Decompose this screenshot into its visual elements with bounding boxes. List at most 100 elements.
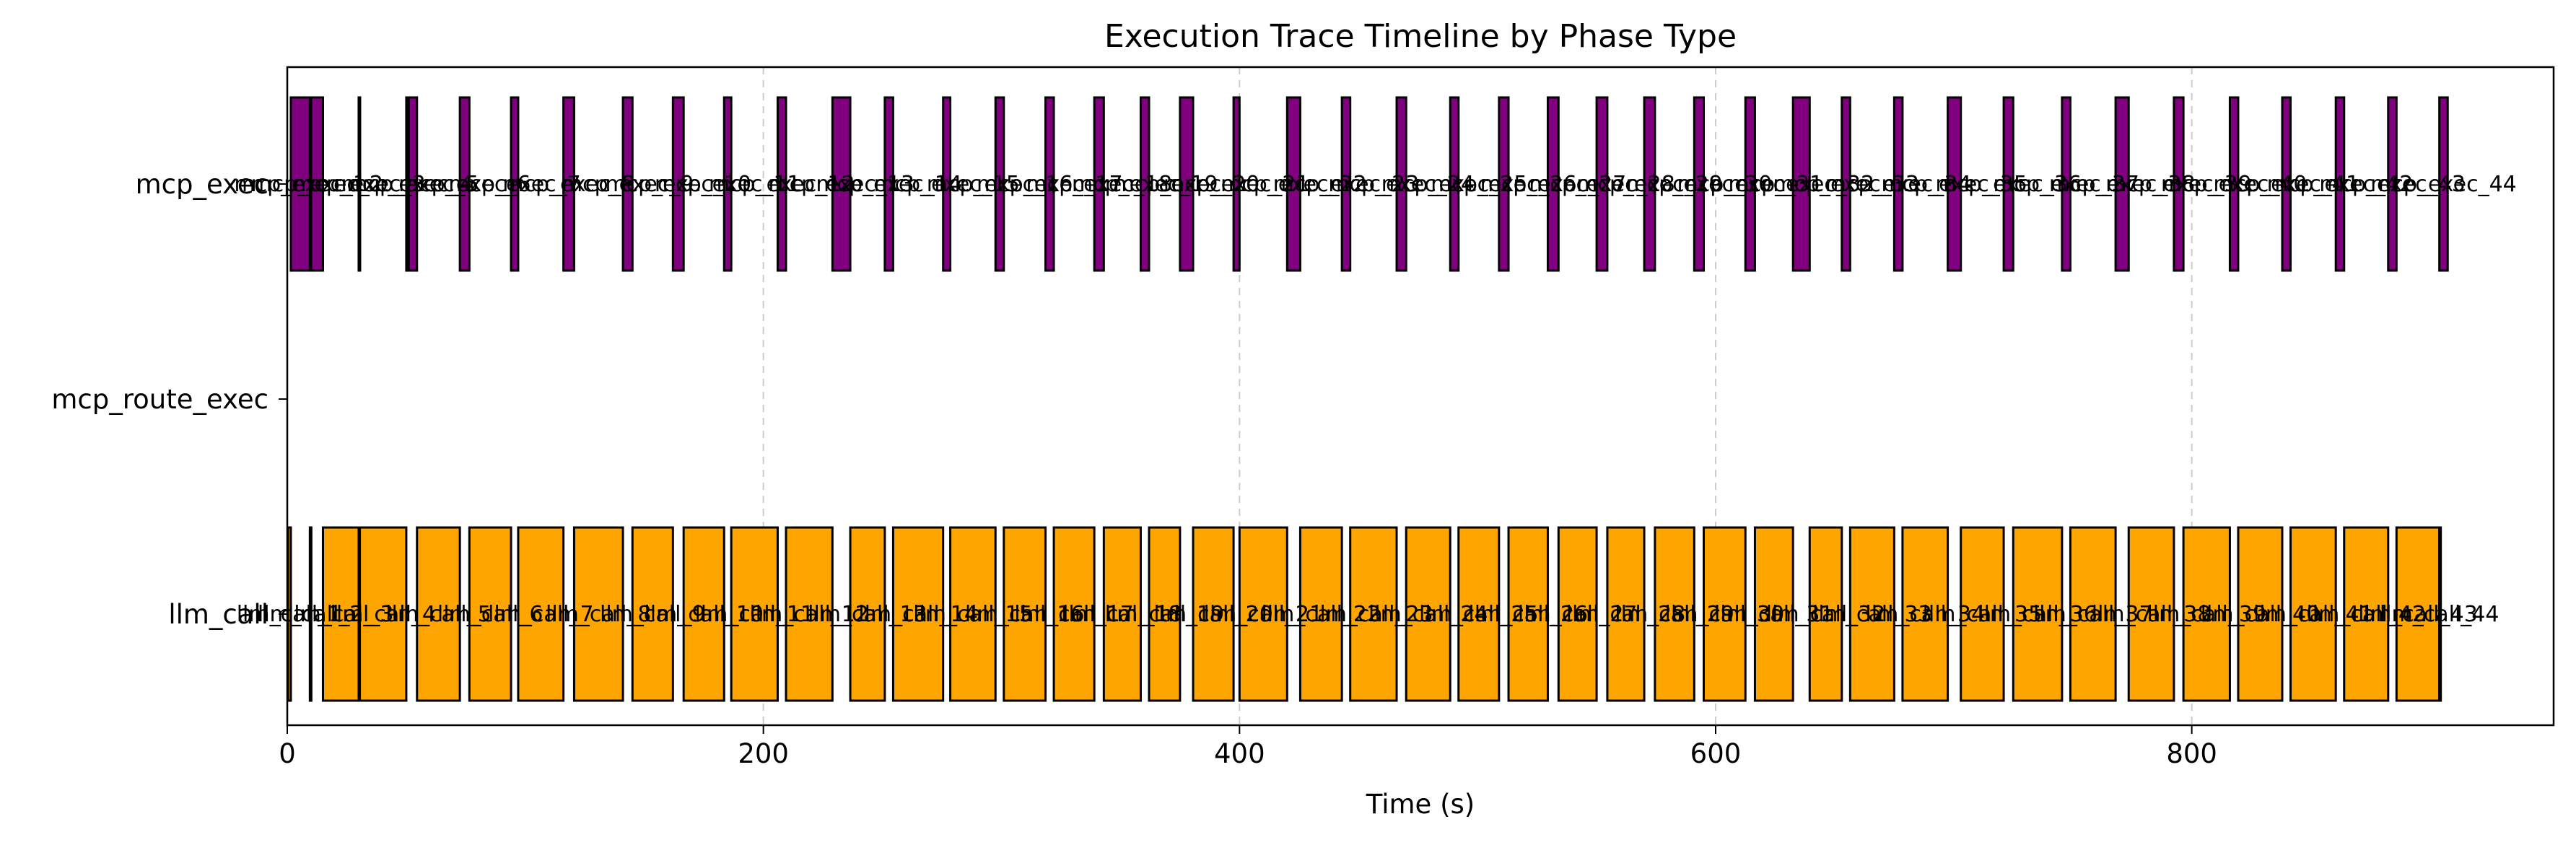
bar-label-mcp-exec-11: mcp_exec_11 xyxy=(655,172,801,197)
bar-label-mcp-exec-20: mcp_exec_20 xyxy=(1114,172,1260,197)
bar-label-mcp-exec-32: mcp_exec_32 xyxy=(1728,172,1874,197)
bar-label-mcp-exec-31: mcp_exec_31 xyxy=(1677,172,1823,197)
bar-label-llm-call-34: llm_call_34 xyxy=(1865,602,1985,627)
bar-llm-call-40 xyxy=(2237,526,2284,702)
bar-llm-call-35 xyxy=(1960,526,2005,702)
bar-label-llm-call-15: llm_call_15 xyxy=(913,602,1033,627)
bar-label-llm-call-44: llm_call_44 xyxy=(2380,602,2499,627)
bar-label-mcp-exec-26: mcp_exec_26 xyxy=(1431,172,1577,197)
bar-llm-call-12 xyxy=(785,526,834,702)
bar-label-llm-call-10: llm_call_10 xyxy=(644,602,764,627)
bar-mcp-exec-7 xyxy=(510,96,520,272)
bar-label-mcp-exec-23: mcp_exec_23 xyxy=(1273,172,1420,197)
bar-label-mcp-exec-41: mcp_exec_41 xyxy=(2213,172,2359,197)
bar-mcp-exec-19 xyxy=(1139,96,1151,272)
bar-label-mcp-exec-9: mcp_exec_9 xyxy=(562,172,694,197)
bar-label-llm-call-20: llm_call_20 xyxy=(1153,602,1273,627)
bar-mcp-exec-15 xyxy=(942,96,952,272)
bar-label-llm-call-37: llm_call_37 xyxy=(2033,602,2153,627)
bar-llm-call-25 xyxy=(1457,526,1501,702)
bar-label-mcp-exec-18: mcp_exec_18 xyxy=(1026,172,1172,197)
bar-label-llm-call-13: llm_call_13 xyxy=(808,602,927,627)
bar-llm-call-31 xyxy=(1753,526,1794,702)
bar-mcp-exec-5 xyxy=(407,96,419,272)
x-axis-label: Time (s) xyxy=(1366,789,1475,820)
bar-label-mcp-exec-44: mcp_exec_44 xyxy=(2370,172,2517,197)
bar-label-llm-call-27: llm_call_27 xyxy=(1518,602,1638,627)
bar-mcp-exec-28 xyxy=(1595,96,1609,272)
bar-label-llm-call-18: llm_call_18 xyxy=(1062,602,1182,627)
bar-label-llm-call-23: llm_call_23 xyxy=(1314,602,1433,627)
bar-label-mcp-exec-34: mcp_exec_34 xyxy=(1825,172,1972,197)
bar-label-mcp-exec-22: mcp_exec_22 xyxy=(1221,172,1367,197)
bar-label-llm-call-36: llm_call_36 xyxy=(1978,602,2097,627)
bar-label-llm-call-6: llm_call_6 xyxy=(437,602,543,627)
bar-mcp-exec-26 xyxy=(1498,96,1510,272)
bar-llm-call-36 xyxy=(2012,526,2064,702)
bar-mcp-exec-36 xyxy=(2002,96,2014,272)
bar-label-llm-call-32: llm_call_32 xyxy=(1766,602,1886,627)
bar-mcp-exec-43 xyxy=(2387,96,2398,272)
bar-label-llm-call-25: llm_call_25 xyxy=(1419,602,1539,627)
bar-label-mcp-exec-28: mcp_exec_28 xyxy=(1529,172,1675,197)
bars-layer xyxy=(287,96,2449,702)
bar-label-llm-call-11: llm_call_11 xyxy=(694,602,814,627)
bar-label-llm-call-30: llm_call_30 xyxy=(1665,602,1785,627)
bar-label-llm-call-2: llm_call_2 xyxy=(258,602,364,627)
bar-mcp-exec-1 xyxy=(289,96,311,272)
bar-llm-call-26 xyxy=(1507,526,1549,702)
y-axis: mcp_exec mcp_route_exec llm_call xyxy=(51,169,287,630)
bar-mcp-exec-20 xyxy=(1179,96,1195,272)
bar-label-llm-call-12: llm_call_12 xyxy=(749,602,869,627)
bar-llm-call-7 xyxy=(517,526,565,702)
bar-label-mcp-exec-16: mcp_exec_16 xyxy=(927,172,1073,197)
bar-mcp-exec-2 xyxy=(310,96,324,272)
bar-mcp-exec-22 xyxy=(1285,96,1301,272)
bar-llm-call-6 xyxy=(468,526,512,702)
bar-label-mcp-exec-27: mcp_exec_27 xyxy=(1480,172,1627,197)
bar-label-llm-call-24: llm_call_24 xyxy=(1368,602,1488,627)
bar-label-llm-call-35: llm_call_35 xyxy=(1923,602,2043,627)
bar-label-llm-call-33: llm_call_33 xyxy=(1812,602,1932,627)
bar-label-llm-call-3: llm_call_3 xyxy=(288,602,394,627)
bar-mcp-exec-21 xyxy=(1232,96,1241,272)
bar-label-llm-call-43: llm_call_43 xyxy=(2358,602,2478,627)
bar-label-mcp-exec-4: mcp_exec_4 xyxy=(341,172,473,197)
bar-label-llm-call-19: llm_call_19 xyxy=(1105,602,1225,627)
bar-llm-call-41 xyxy=(2289,526,2337,702)
bar-mcp-exec-17 xyxy=(1044,96,1055,272)
bar-mcp-exec-30 xyxy=(1693,96,1705,272)
bar-label-llm-call-7: llm_call_7 xyxy=(488,602,594,627)
bar-mcp-exec-12 xyxy=(776,96,787,272)
bar-label-mcp-exec-38: mcp_exec_38 xyxy=(2049,172,2196,197)
bar-label-llm-call-26: llm_call_26 xyxy=(1468,602,1588,627)
bar-label-mcp-exec-39: mcp_exec_39 xyxy=(2105,172,2252,197)
bar-llm-call-44 xyxy=(2438,526,2442,702)
bar-llm-call-30 xyxy=(1703,526,1747,702)
bar-label-llm-call-5: llm_call_5 xyxy=(385,602,492,627)
bar-llm-call-27 xyxy=(1557,526,1598,702)
bar-label-llm-call-42: llm_call_42 xyxy=(2306,602,2426,627)
bar-label-llm-call-17: llm_call_17 xyxy=(1014,602,1134,627)
bar-label-mcp-exec-21: mcp_exec_21 xyxy=(1163,172,1310,197)
bar-label-mcp-exec-14: mcp_exec_14 xyxy=(816,172,962,197)
bar-label-mcp-exec-13: mcp_exec_13 xyxy=(768,172,914,197)
bar-label-mcp-exec-8: mcp_exec_8 xyxy=(502,172,635,197)
bar-mcp-exec-29 xyxy=(1643,96,1656,272)
bar-llm-call-19 xyxy=(1148,526,1182,702)
bar-llm-call-5 xyxy=(416,526,461,702)
bar-mcp-exec-3 xyxy=(357,96,362,272)
bar-label-llm-call-1: llm_call_1 xyxy=(237,602,343,627)
bar-llm-call-38 xyxy=(2127,526,2175,702)
bar-llm-call-14 xyxy=(891,526,945,702)
bar-label-llm-call-4: llm_call_4 xyxy=(330,602,436,627)
bar-label-mcp-exec-6: mcp_exec_6 xyxy=(398,172,531,197)
bar-label-mcp-exec-29: mcp_exec_29 xyxy=(1576,172,1723,197)
bar-llm-call-42 xyxy=(2343,526,2390,702)
bar-mcp-exec-24 xyxy=(1395,96,1407,272)
bar-llm-call-24 xyxy=(1405,526,1451,702)
bar-label-llm-call-29: llm_call_29 xyxy=(1615,602,1734,627)
bar-llm-call-3 xyxy=(321,526,360,702)
bar-label-mcp-exec-3: mcp_exec_3 xyxy=(293,172,426,197)
